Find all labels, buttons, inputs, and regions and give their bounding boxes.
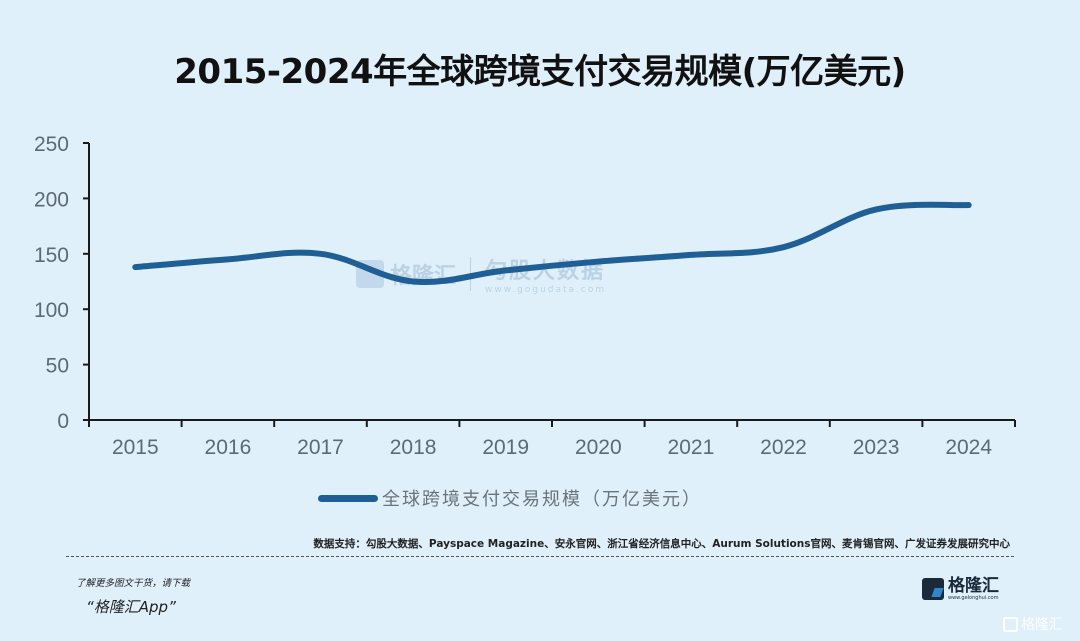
legend-swatch (318, 494, 378, 502)
x-tick-label: 2018 (390, 436, 437, 459)
gelonghui-logo-icon (922, 578, 944, 600)
y-tick-label: 100 (34, 299, 69, 322)
x-tick-label: 2021 (668, 436, 715, 459)
chart-title: 2015-2024年全球跨境支付交易规模(万亿美元) (174, 52, 906, 92)
y-tick-label: 250 (34, 133, 69, 156)
series-line (132, 201, 972, 286)
y-tick-label: 0 (57, 410, 69, 433)
corner-watermark-text: 格隆汇 (1021, 617, 1063, 633)
gelonghui-logo-icon (1003, 616, 1018, 632)
y-tick-label: 150 (34, 244, 69, 267)
promo-text: 了解更多图文干货，请下载 (76, 578, 191, 589)
watermark-partner-url: www.gogudata.com (485, 285, 607, 295)
x-tick-label: 2019 (482, 436, 529, 459)
x-tick-label: 2023 (853, 436, 900, 459)
x-tick-label: 2024 (945, 436, 992, 459)
y-axis-ticks: 0 50 100 150 200 250 (34, 133, 89, 433)
x-tick-label: 2022 (760, 436, 807, 459)
chart-legend: 全球跨境支付交易规模（万亿美元） (318, 485, 702, 511)
corner-watermark: 格隆汇 (1003, 614, 1063, 634)
x-tick-label: 2020 (575, 436, 622, 459)
x-tick-label: 2015 (112, 436, 159, 459)
x-tick-label: 2017 (297, 436, 344, 459)
legend-label: 全球跨境支付交易规模（万亿美元） (382, 489, 702, 510)
promo-app-name: “格隆汇App” (86, 598, 176, 616)
y-tick-label: 50 (46, 355, 69, 378)
logo-url: www.gelonghui.com (948, 595, 999, 601)
data-source: 数据支持：勾股大数据、Payspace Magazine、安永官网、浙江省经济信… (313, 538, 1010, 550)
x-tick-label: 2016 (205, 436, 252, 459)
footer-logo: 格隆汇 www.gelonghui.com (922, 577, 999, 601)
logo-name: 格隆汇 (948, 576, 999, 596)
x-axis-ticks: 2015 2016 2017 2018 2019 2020 2021 2022 2023 2024 (88, 420, 1016, 459)
y-tick-label: 200 (34, 188, 69, 211)
chart-axes (88, 143, 1015, 421)
divider (66, 556, 1014, 557)
